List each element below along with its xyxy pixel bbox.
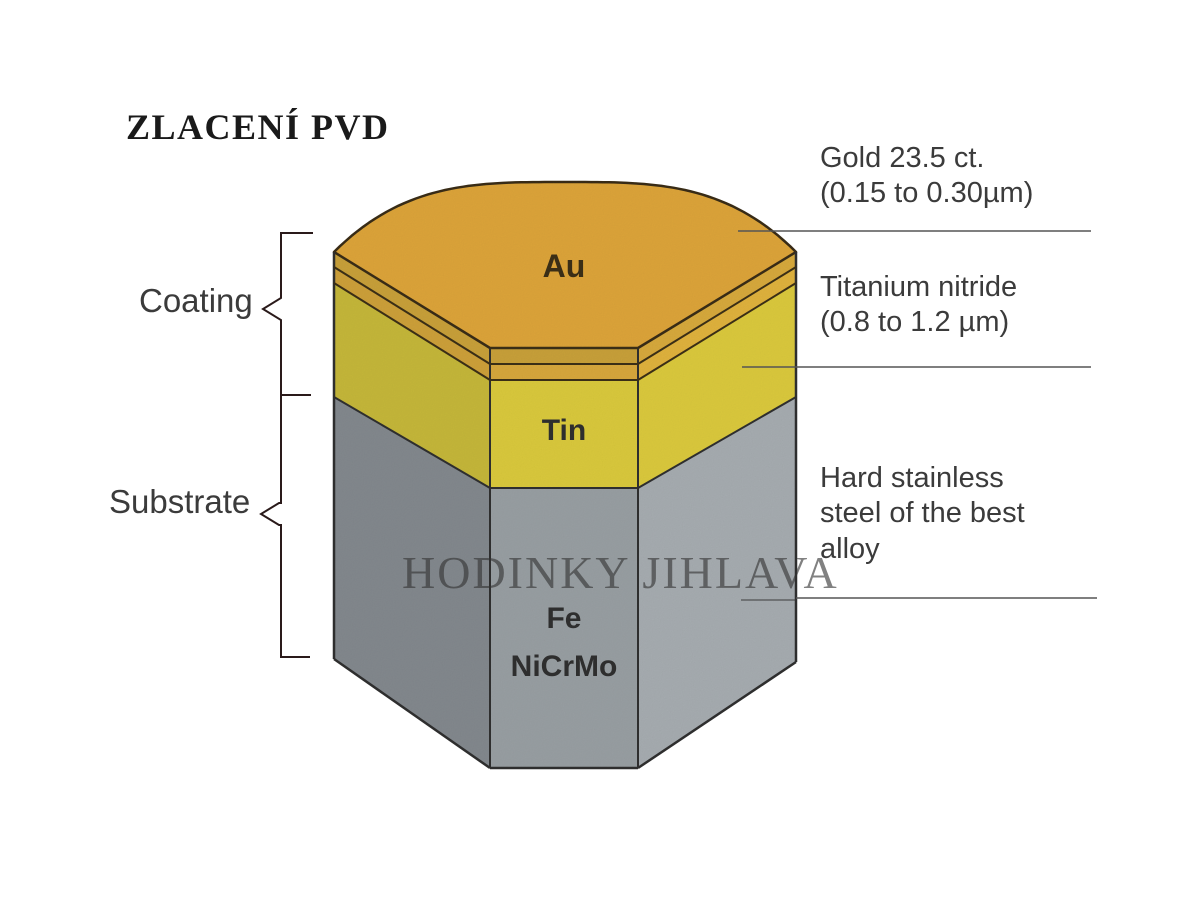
svg-text:Coating: Coating	[139, 282, 253, 319]
svg-text:Tin: Tin	[542, 414, 586, 447]
svg-text:Au: Au	[543, 248, 586, 284]
svg-text:Substrate: Substrate	[109, 483, 250, 520]
svg-text:NiCrMo: NiCrMo	[511, 650, 618, 683]
svg-text:HODINKY JIHLAVA: HODINKY JIHLAVA	[402, 547, 839, 598]
svg-text:Fe: Fe	[546, 602, 581, 635]
